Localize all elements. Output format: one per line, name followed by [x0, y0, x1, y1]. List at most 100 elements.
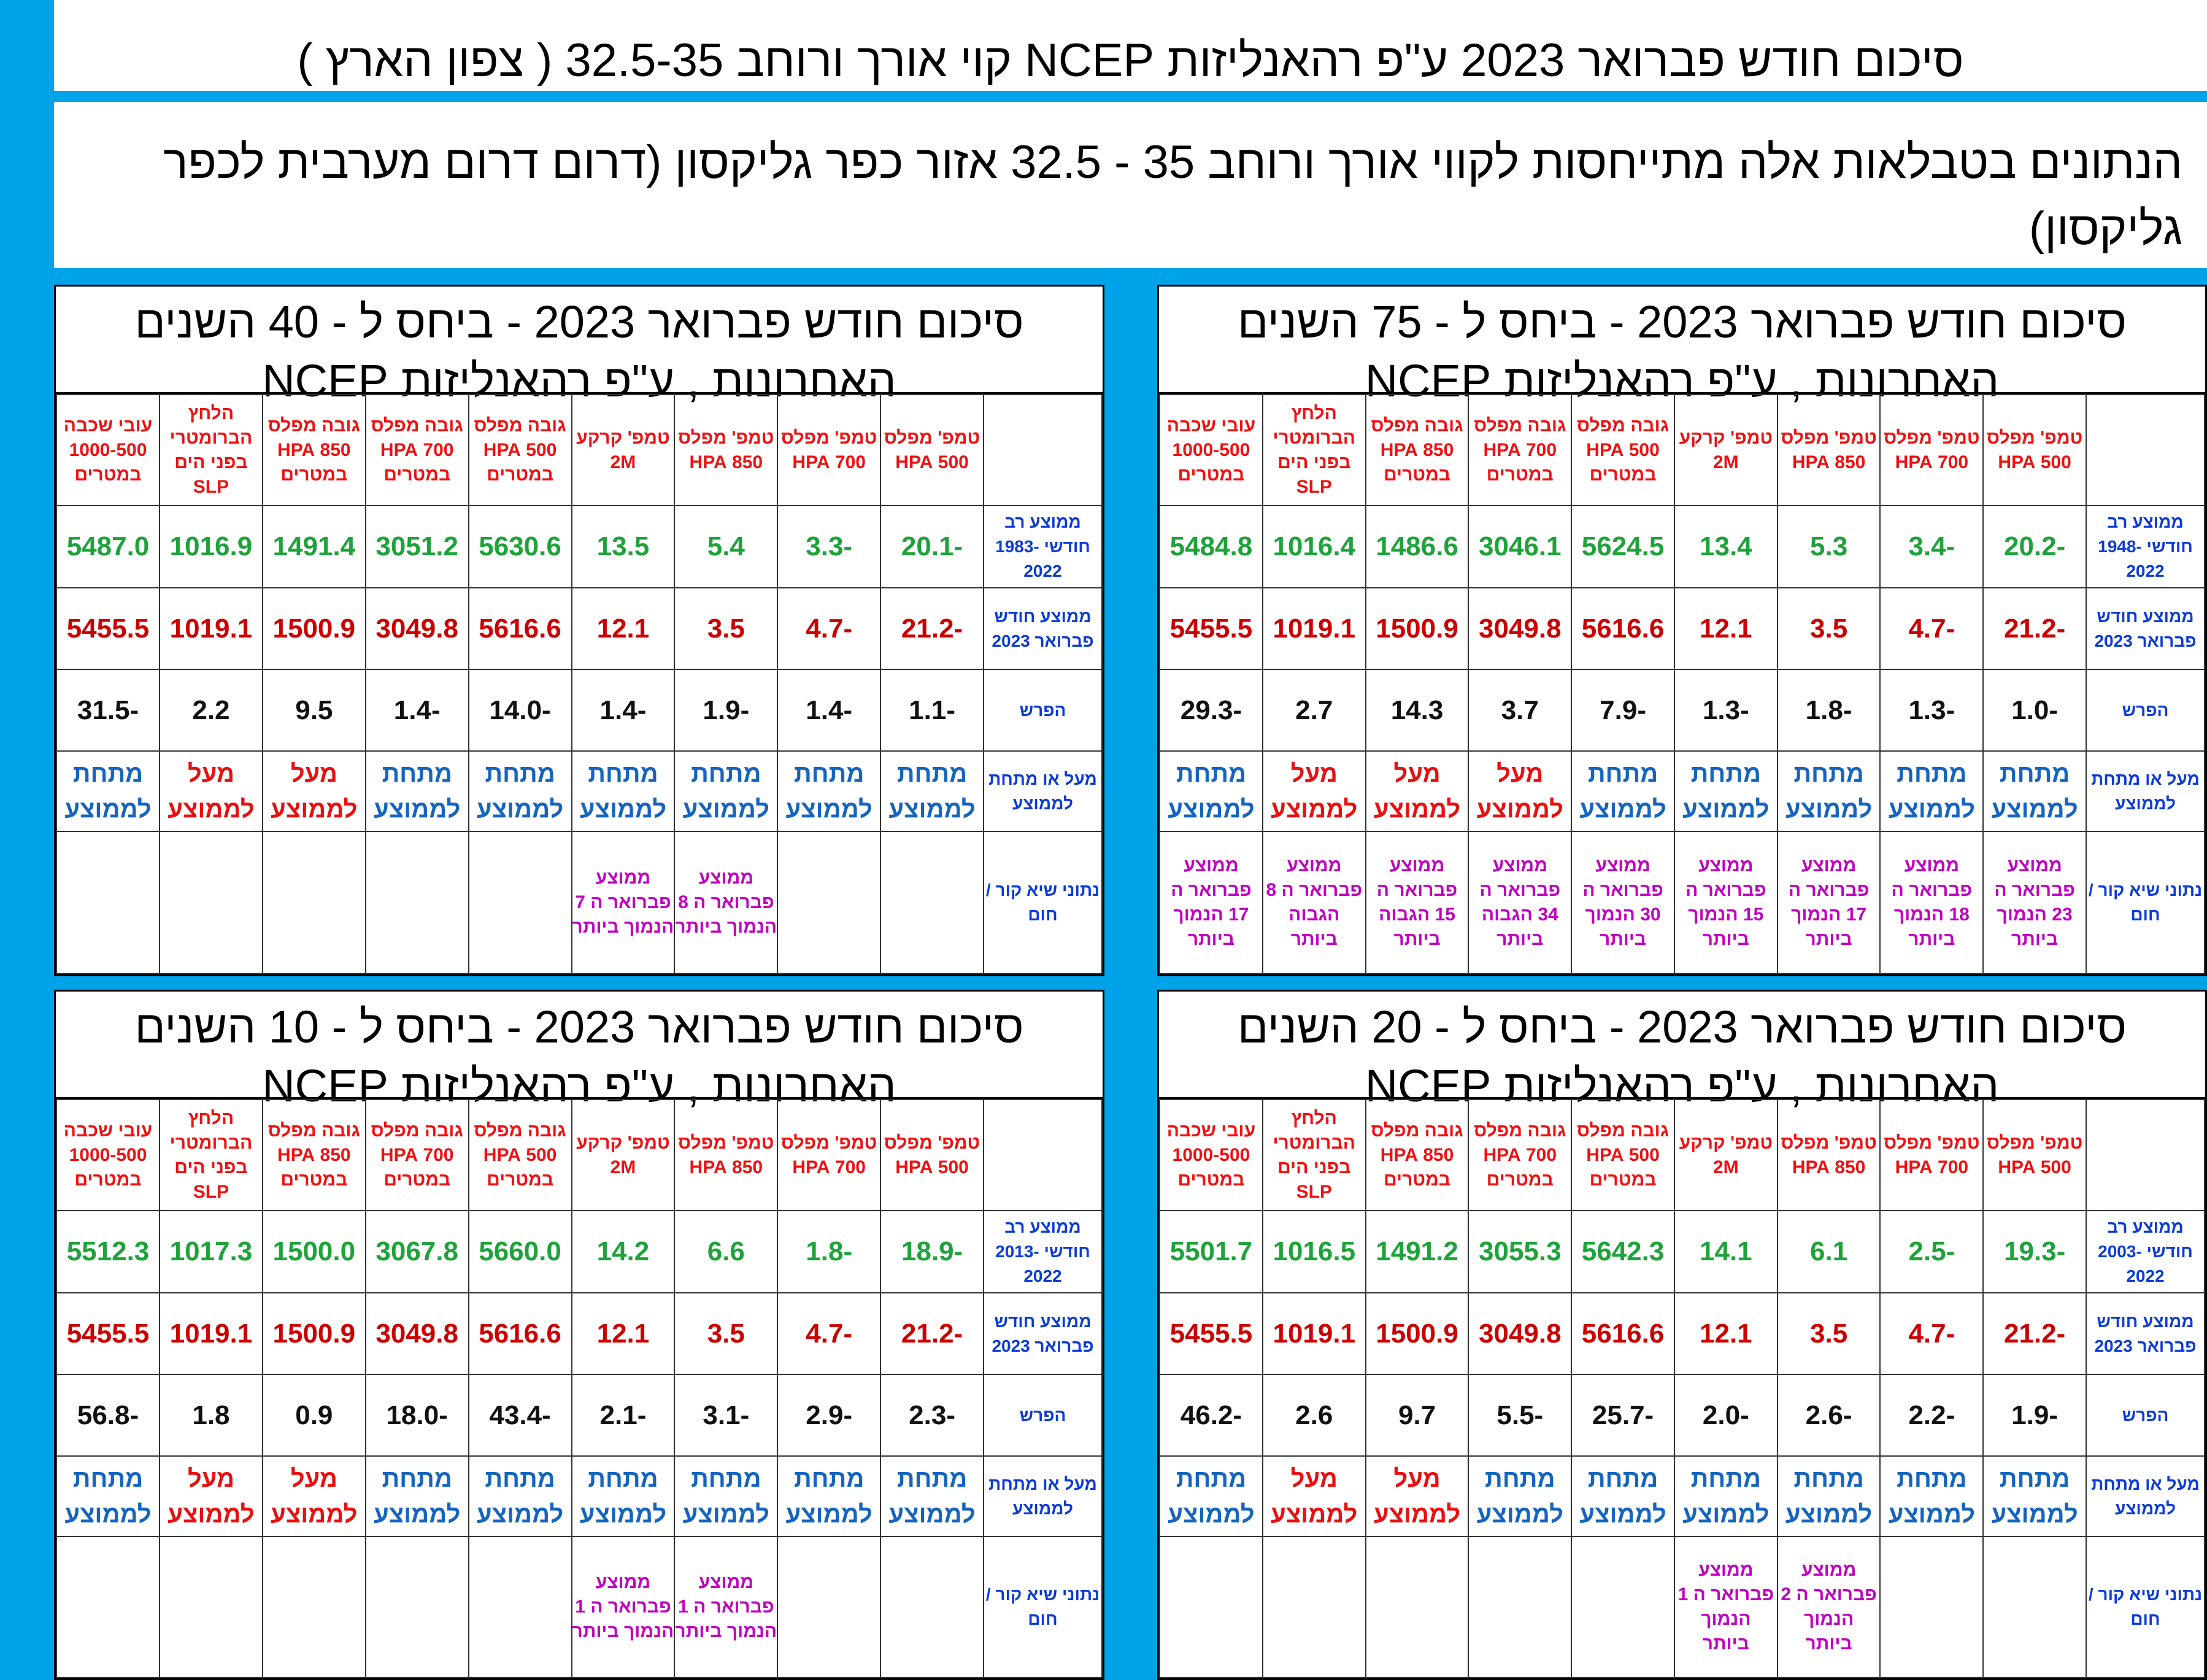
- record-cell: ממוצע פברואר ה 8 הנמוך ביותר: [674, 831, 779, 974]
- above-below-value: מתחת לממוצע: [1785, 1465, 1873, 1528]
- clim-row: ממוצע רב חודשי 1983-2022 -20.1 -3.3 5.4 13.5…: [56, 505, 1103, 588]
- clim-value: 3055.3: [1479, 1236, 1562, 1266]
- column-header: טמפ' מפלס 850 HPA: [674, 394, 779, 506]
- record-cell: ממוצע פברואר ה 30 הנמוך ביותר: [1571, 831, 1675, 974]
- diff-cell: -2.9: [777, 1374, 882, 1457]
- current-value: 5455.5: [66, 613, 150, 644]
- column-header: טמפ' מפלס 700 HPA: [777, 1099, 882, 1211]
- diff-cell: -1.8: [1776, 669, 1881, 752]
- corner-cell: [2086, 1099, 2205, 1211]
- diff-cell: 9.5: [261, 669, 366, 752]
- above-below-cell: מתחת לממוצע: [880, 1455, 984, 1537]
- current-value: 1500.9: [272, 613, 356, 644]
- current-cell: 5616.6: [1571, 587, 1675, 670]
- record-cell: [159, 1536, 263, 1678]
- diff-cell: -1.1: [880, 669, 984, 752]
- above-below-value: מתחת לממוצע: [374, 1465, 461, 1528]
- record-value: ממוצע פברואר ה 8 הנמוך ביותר: [675, 868, 777, 937]
- diff-cell: -2.2: [1879, 1374, 1984, 1457]
- above-below-cell: מעל לממוצע: [159, 1455, 263, 1537]
- diff-cell: 0.9: [261, 1374, 366, 1457]
- current-cell: 3049.8: [364, 1292, 469, 1375]
- record-cell: [261, 1536, 366, 1678]
- info-text: הנתונים בטבלאות אלה מתייחסות לקווי אורך …: [163, 136, 2182, 255]
- diff-value: -2.2: [1908, 1400, 1955, 1430]
- above-below-cell: מתחת לממוצע: [1159, 1455, 1263, 1537]
- current-label: ממוצע חודש פברואר 2023: [983, 587, 1103, 670]
- diff-cell: -2.6: [1776, 1374, 1881, 1457]
- above-below-value: מעל לממוצע: [271, 1465, 358, 1528]
- above-below-label: מעל או מתחת לממוצע: [2086, 1455, 2205, 1537]
- current-cell: 1019.1: [159, 1292, 263, 1375]
- clim-cell: 14.2: [571, 1210, 676, 1293]
- current-cell: -4.7: [1879, 1292, 1984, 1375]
- diff-cell: -2.0: [1673, 1374, 1778, 1457]
- diff-value: 0.9: [295, 1400, 333, 1430]
- above-below-value: מתחת לממוצע: [1168, 1465, 1255, 1528]
- clim-cell: -2.5: [1879, 1210, 1984, 1293]
- diff-value: -2.1: [599, 1400, 647, 1430]
- current-value: -4.7: [1908, 1318, 1955, 1349]
- diff-cell: -25.7: [1571, 1374, 1675, 1457]
- clim-cell: 5660.0: [468, 1210, 572, 1293]
- clim-cell: -18.9: [880, 1210, 984, 1293]
- current-row: ממוצע חודש פברואר 2023 -21.2 -4.7 3.5 12.1 56…: [56, 587, 1103, 670]
- column-header: גובה מפלס 500 HPA במטרים: [1571, 1099, 1675, 1211]
- clim-value: 13.4: [1700, 531, 1752, 561]
- summary-table: טמפ' מפלס 500 HPA טמפ' מפלס 700 HPA טמפ' מ…: [56, 394, 1103, 974]
- current-value: 12.1: [596, 1318, 650, 1349]
- current-value: 3.5: [707, 613, 745, 644]
- clim-value: 1016.9: [169, 531, 253, 561]
- diff-cell: 2.2: [159, 669, 263, 752]
- current-value: 1019.1: [169, 1318, 253, 1349]
- current-cell: -21.2: [880, 1292, 984, 1375]
- clim-cell: 1016.9: [159, 505, 263, 588]
- current-cell: 3.5: [1776, 1292, 1881, 1375]
- above-below-row: מעל או מתחת לממוצע מתחת לממוצע מתחת לממוצע…: [1159, 1455, 2205, 1537]
- record-value: ממוצע פברואר ה 2 הנמוך ביותר: [1781, 1560, 1877, 1654]
- current-cell: 5616.6: [468, 587, 572, 670]
- diff-value: 3.7: [1501, 695, 1539, 725]
- record-cell: [1365, 1536, 1469, 1678]
- record-value: ממוצע פברואר ה 15 הנמוך ביותר: [1685, 855, 1766, 949]
- above-below-cell: מתחת לממוצע: [1571, 750, 1675, 832]
- column-header: הלחץ הברומטרי בפני הים SLP: [159, 1099, 263, 1211]
- current-cell: 1500.9: [261, 1292, 366, 1375]
- clim-cell: -1.8: [777, 1210, 882, 1293]
- clim-cell: 1016.5: [1261, 1210, 1366, 1293]
- diff-cell: 2.7: [1261, 669, 1366, 752]
- clim-value: 14.1: [1700, 1236, 1752, 1266]
- diff-cell: -1.9: [674, 669, 779, 752]
- column-header: טמפ' מפלס 500 HPA: [880, 394, 984, 506]
- diff-value: 9.7: [1398, 1400, 1436, 1430]
- clim-cell: 1486.6: [1365, 505, 1469, 588]
- diff-cell: 14.3: [1365, 669, 1469, 752]
- records-label: נתוני שיא קור / חום: [2086, 1536, 2205, 1678]
- above-below-value: מתחת לממוצע: [785, 1465, 872, 1528]
- above-below-value: מתחת לממוצע: [682, 1465, 769, 1528]
- clim-cell: -20.1: [880, 505, 984, 588]
- clim-cell: 5487.0: [56, 505, 160, 588]
- current-cell: 3049.8: [1468, 587, 1573, 670]
- diff-cell: -18.0: [364, 1374, 469, 1457]
- column-header: טמפ' קרקע 2M: [571, 1099, 676, 1211]
- record-value: ממוצע פברואר ה 34 הגבוה ביותר: [1479, 855, 1561, 949]
- diff-value: 2.7: [1295, 695, 1333, 725]
- summary-table: טמפ' מפלס 500 HPA טמפ' מפלס 700 HPA טמפ' מ…: [1159, 1099, 2205, 1678]
- above-below-cell: מתחת לממוצע: [777, 750, 882, 832]
- record-cell: [880, 831, 984, 974]
- record-cell: [1261, 1536, 1366, 1678]
- above-below-cell: מתחת לממוצע: [56, 1455, 160, 1537]
- diff-value: -7.9: [1600, 695, 1646, 725]
- clim-label: ממוצע רב חודשי 2013-2022: [983, 1210, 1103, 1293]
- diff-value: 1.8: [192, 1400, 230, 1430]
- diff-value: -1.9: [703, 695, 750, 725]
- clim-value: 1491.4: [272, 531, 356, 561]
- record-cell: ממוצע פברואר ה 17 הנמוך ביותר: [1776, 831, 1881, 974]
- record-cell: ממוצע פברואר ה 18 הנמוך ביותר: [1879, 831, 1984, 974]
- clim-value: 5.4: [707, 531, 745, 561]
- diff-value: -1.9: [2011, 1400, 2059, 1430]
- record-cell: [1571, 1536, 1675, 1678]
- clim-value: 3067.8: [376, 1236, 458, 1266]
- clim-value: 1016.4: [1273, 531, 1356, 561]
